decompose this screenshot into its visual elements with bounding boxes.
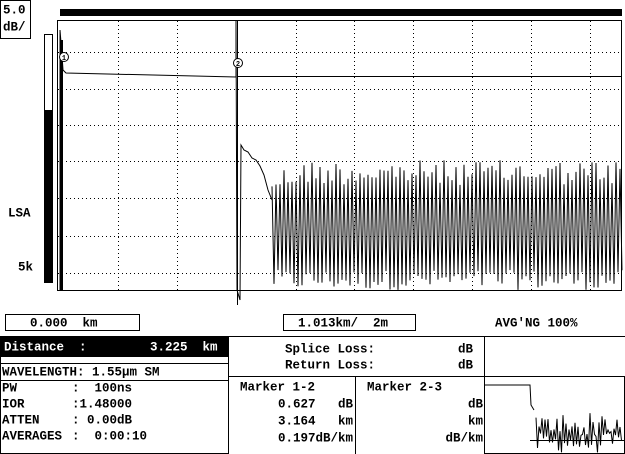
marker-value: 3.164 km xyxy=(278,414,354,428)
param-label: PW xyxy=(2,381,18,395)
mini-trace-box xyxy=(484,376,625,454)
marker-value: km xyxy=(468,414,484,428)
span: 1.013km/ 2m xyxy=(298,316,389,330)
grid xyxy=(58,21,621,290)
distance-row xyxy=(1,337,228,357)
marker-circle xyxy=(59,52,69,62)
param-label: AVERAGES xyxy=(2,429,63,443)
marker-value: dB xyxy=(468,397,484,411)
level-fill xyxy=(45,110,52,282)
averaging: AVG'NG 100% xyxy=(495,316,578,330)
side-label: 5k xyxy=(18,260,34,274)
trace-noise xyxy=(271,160,623,290)
plot-frame xyxy=(57,20,622,291)
scale-value: 5.0 xyxy=(3,3,26,17)
scale-unit: dB/ xyxy=(3,20,26,34)
top-bar xyxy=(60,9,622,16)
marker-value: 0.627 dB xyxy=(278,397,354,411)
start-distance: 0.000 km xyxy=(30,316,98,330)
param-value: :1.48000 xyxy=(72,397,132,411)
marker-header: Marker 2-3 xyxy=(367,380,442,394)
marker-header: Marker 1-2 xyxy=(240,380,315,394)
side-label: LSA xyxy=(8,206,31,220)
trace xyxy=(59,19,623,301)
param-value: : 100ns xyxy=(72,381,132,395)
distance-label: Distance : xyxy=(4,340,87,354)
mini-trace-noise xyxy=(535,413,622,453)
scale-box xyxy=(0,0,31,39)
return-label: Return Loss: xyxy=(285,358,375,372)
wavelength: WAVELENGTH: 1.55µm SM xyxy=(2,365,160,379)
param-label: ATTEN xyxy=(2,413,40,427)
marker-value: dB/km xyxy=(445,431,483,445)
param-value: : 0.00dB xyxy=(72,413,133,427)
span-box xyxy=(283,314,416,331)
mini-trace xyxy=(485,384,624,453)
level-bar xyxy=(44,34,53,283)
param-value: : 0:00:10 xyxy=(72,429,147,443)
start-box xyxy=(5,314,140,331)
marker-circle xyxy=(233,58,243,68)
marker-label: 1 xyxy=(62,55,66,63)
distance-value: 3.225 km xyxy=(150,340,218,354)
mini-trace-line xyxy=(485,384,535,411)
marker-value: 0.197dB/km xyxy=(278,431,354,445)
splice-unit: dB xyxy=(458,342,474,356)
marker-label: 2 xyxy=(236,61,240,69)
return-unit: dB xyxy=(458,358,474,372)
splice-label: Splice Loss: xyxy=(285,342,375,356)
param-label: IOR xyxy=(2,397,25,411)
